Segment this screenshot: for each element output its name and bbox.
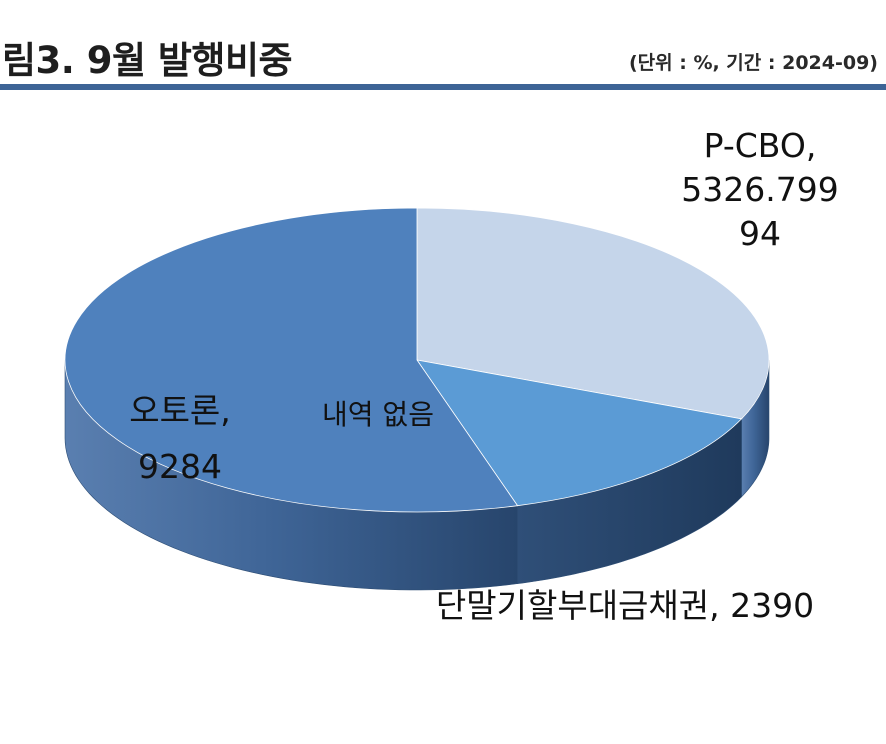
pie-chart: P-CBO, 5326.799 94 단말기할부대금채권, 2390 오토론, 9284 내… xyxy=(64,126,839,625)
annotation-no-history: 내역 없음 xyxy=(322,398,434,431)
unit-period-note: (단위 : %, 기간 : 2024-09) xyxy=(628,52,878,74)
data-label-2: 오토론, 9284 xyxy=(129,391,231,486)
chart-title: 림3. 9월 발행비중 xyxy=(2,39,293,82)
pie-top-slices xyxy=(64,207,770,513)
chart-header: 림3. 9월 발행비중 (단위 : %, 기간 : 2024-09) xyxy=(0,0,886,92)
pie-slice-0 xyxy=(416,207,770,420)
pie-labels: P-CBO, 5326.799 94 단말기할부대금채권, 2390 오토론, 9284 내… xyxy=(129,126,839,625)
header-divider xyxy=(0,84,886,90)
data-label-1: 단말기할부대금채권, 2390 xyxy=(436,586,814,625)
pie-slice-2 xyxy=(64,207,519,513)
chart-area: P-CBO, 5326.799 94 단말기할부대금채권, 2390 오토론, 9284 내… xyxy=(0,92,886,744)
pie-slice-1 xyxy=(416,359,743,507)
data-label-0: P-CBO, 5326.799 94 xyxy=(681,126,838,253)
